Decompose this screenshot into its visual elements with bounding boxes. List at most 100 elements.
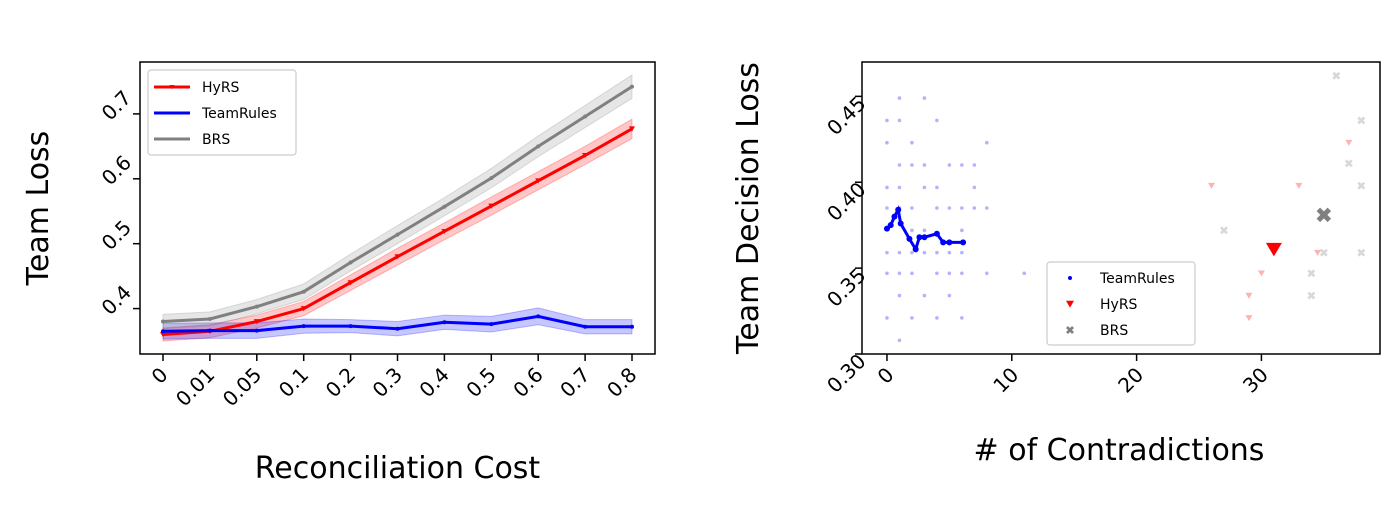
y-tick-label: 0.5 (97, 215, 136, 254)
scatter-point-hyrs (1257, 270, 1265, 277)
scatter-point-hyrs (1245, 292, 1253, 299)
scatter-point-teamrules (935, 206, 939, 210)
data-point-teamrules (207, 328, 212, 333)
scatter-point-teamrules (897, 293, 902, 298)
data-point-teamrules (301, 324, 306, 329)
scatter-point-teamrules (922, 96, 927, 100)
scatter-point-teamrules (897, 185, 902, 190)
scatter-point-teamrules (885, 206, 889, 210)
scatter-point-brs (1307, 291, 1316, 300)
scatter-point-teamrules (897, 163, 902, 167)
band-brs (162, 74, 633, 330)
legend-label-hyrs: HyRS (202, 80, 240, 96)
plot-frame (861, 61, 1381, 355)
scatter-point-teamrules (910, 228, 914, 233)
scatter-point-teamrules (960, 250, 964, 255)
frontier-point-teamrules (891, 213, 898, 220)
scatter-point-brs (1220, 226, 1228, 235)
scatter-point-teamrules (985, 206, 989, 210)
scatter-point-teamrules (1022, 271, 1027, 276)
scatter-point-teamrules (922, 185, 927, 190)
scatter-point-teamrules (885, 250, 889, 255)
x-axis-label: Reconciliation Cost (255, 451, 541, 486)
data-point-brs (207, 316, 212, 321)
y-tick-label: 0.35 (822, 263, 870, 311)
legend-label-brs: BRS (202, 132, 230, 148)
scatter-point-hyrs (1207, 182, 1215, 189)
data-point-teamrules (254, 328, 259, 333)
y-axis-label: Team Loss (21, 131, 56, 287)
data-point-teamrules (583, 324, 588, 329)
scatter-point-teamrules (922, 293, 927, 298)
scatter-point-hyrs (1295, 182, 1303, 189)
data-point-hyrs (488, 203, 495, 209)
x-tick-label: 0 (873, 363, 899, 389)
x-axis-label: # of Contradictions (974, 433, 1265, 468)
frontier-point-teamrules (940, 239, 947, 246)
x-tick-label: 30 (1238, 363, 1273, 398)
scatter-point-brs (1357, 181, 1366, 190)
scatter-point-teamrules (972, 206, 977, 210)
frontier-point-teamrules (887, 222, 894, 229)
data-point-hyrs (347, 280, 354, 286)
team-loss-chart: 00.010.05 0.1 0.2 0.3 0.4 0.5 0.6 0.7 0.80.40.50… (21, 61, 656, 486)
scatter-point-teamrules (897, 338, 902, 343)
highlight-point-brs (1316, 207, 1332, 223)
legend-label-teamrules: TeamRules (201, 106, 277, 122)
scatter-point-teamrules (910, 316, 914, 320)
scatter-point-teamrules (897, 96, 902, 100)
data-point-teamrules (161, 329, 165, 334)
scatter-point-teamrules (947, 206, 952, 210)
data-point-hyrs (394, 254, 401, 260)
scatter-point-hyrs (1314, 249, 1322, 256)
data-point-brs (442, 204, 447, 209)
data-point-hyrs (629, 126, 635, 132)
legend-marker-brs (1066, 326, 1074, 334)
y-tick-label: 0.30 (822, 349, 870, 397)
legend-marker (169, 85, 175, 90)
scatter-point-teamrules (947, 293, 952, 298)
y-tick-label: 0.40 (822, 177, 870, 225)
data-point-teamrules (348, 324, 353, 329)
data-point-teamrules (395, 326, 400, 331)
scatter-point-brs (1307, 269, 1316, 278)
frontier-point-teamrules (946, 239, 953, 246)
scatter-point-teamrules (922, 228, 927, 233)
x-tick-label: 0.8 (602, 363, 641, 402)
x-tick-label: 0 (147, 363, 173, 389)
data-point-hyrs (253, 319, 260, 325)
x-tick-label: 0.3 (368, 363, 407, 402)
scatter-point-brs (1319, 248, 1328, 257)
data-point-teamrules (442, 320, 447, 325)
legend-marker-hyrs (1066, 300, 1074, 308)
scatter-point-teamrules (985, 271, 989, 276)
data-point-hyrs (582, 153, 589, 159)
y-axis-label: Team Decision Loss (731, 62, 766, 355)
x-tick-label: 0.5 (461, 363, 500, 402)
scatter-point-teamrules (960, 163, 964, 167)
x-tick-label: 0.1 (274, 363, 313, 402)
scatter-point-hyrs (1245, 315, 1253, 322)
frontier-point-teamrules (912, 246, 919, 253)
scatter-point-teamrules (897, 118, 902, 123)
legend: HyRS TeamRules BRS (147, 69, 297, 156)
frontier-point-teamrules (933, 230, 940, 237)
data-point-brs (536, 144, 541, 149)
scatter-point-teamrules (947, 250, 952, 255)
scatter-point-teamrules (910, 250, 914, 255)
scatter-point-brs (1357, 116, 1366, 125)
scatter-point-teamrules (885, 316, 889, 320)
data-point-brs (583, 114, 588, 119)
x-tick-label: 0.2 (321, 363, 360, 402)
legend: TeamRules HyRS BRS (1046, 261, 1196, 346)
scatter-point-teamrules (960, 206, 964, 210)
legend-label-teamrules: TeamRules (1099, 271, 1175, 287)
scatter-point-teamrules (960, 228, 964, 233)
scatter-point-teamrules (910, 271, 914, 276)
data-point-hyrs (535, 178, 542, 184)
x-tick-label: 0.7 (555, 363, 594, 402)
scatter-point-teamrules (935, 250, 939, 255)
scatter-point-teamrules (885, 118, 889, 123)
scatter-point-teamrules (972, 185, 977, 190)
